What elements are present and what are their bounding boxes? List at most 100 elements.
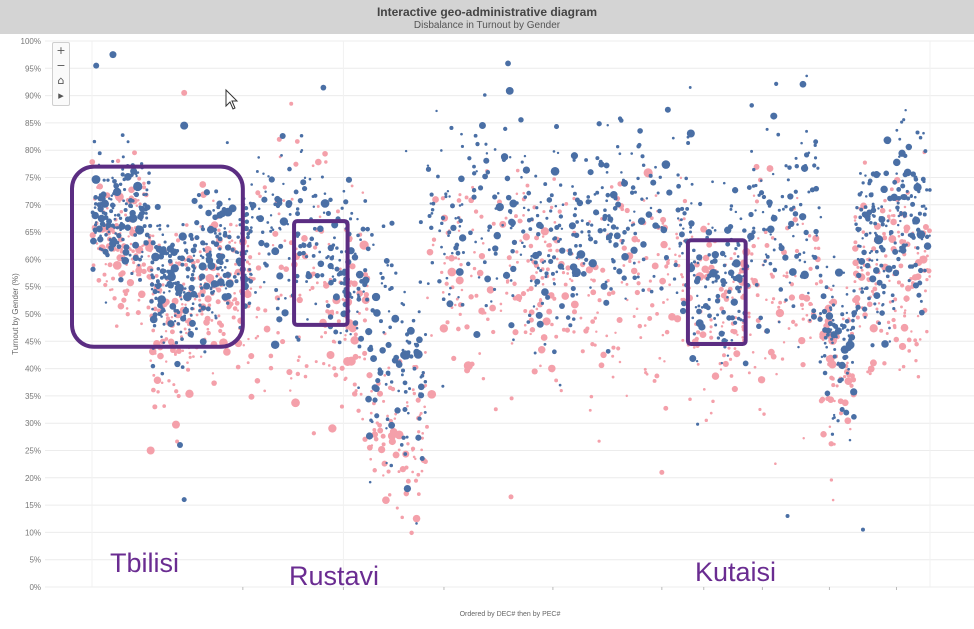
male-point: [893, 158, 901, 167]
female-point: [777, 305, 781, 309]
male-point: [455, 250, 461, 256]
male-point: [923, 242, 932, 250]
female-point: [204, 295, 212, 303]
female-point: [570, 279, 574, 283]
female-point: [459, 262, 463, 267]
female-point: [256, 334, 260, 338]
female-point: [643, 367, 647, 371]
male-point: [280, 153, 283, 157]
y-tick-label: 85%: [25, 119, 41, 128]
male-point: [102, 178, 106, 182]
male-point: [149, 315, 158, 324]
male-point: [861, 181, 865, 185]
male-point: [109, 198, 113, 201]
male-point: [216, 200, 223, 207]
male-point: [654, 165, 657, 169]
male-point: [522, 245, 526, 249]
male-point: [205, 256, 214, 265]
female-point: [89, 159, 96, 165]
male-point: [228, 204, 237, 213]
female-point: [413, 478, 419, 483]
male-point: [605, 199, 609, 203]
male-point: [372, 243, 375, 246]
female-point: [860, 268, 864, 272]
male-point: [739, 285, 742, 289]
zoom-out-button[interactable]: −: [56, 59, 66, 72]
male-point: [418, 392, 421, 395]
male-point: [711, 251, 719, 259]
female-point: [747, 311, 751, 315]
male-point: [759, 179, 763, 182]
male-point: [915, 246, 920, 250]
male-point: [325, 210, 332, 217]
female-point: [164, 337, 169, 341]
male-point: [183, 314, 187, 318]
male-point: [318, 227, 322, 230]
home-icon[interactable]: ⌂: [57, 74, 65, 87]
male-point: [673, 262, 678, 268]
male-point: [605, 237, 609, 241]
female-point: [741, 336, 745, 339]
male-point: [447, 230, 452, 235]
female-point: [535, 307, 539, 311]
male-point: [676, 183, 681, 189]
female-point: [540, 276, 545, 280]
female-point: [221, 331, 226, 337]
female-point: [731, 296, 734, 299]
male-point: [365, 328, 373, 336]
female-point: [841, 399, 849, 407]
female-point: [898, 263, 904, 269]
male-point: [681, 251, 684, 255]
male-point: [834, 327, 843, 335]
male-point: [707, 253, 711, 257]
female-point: [344, 334, 347, 337]
female-point: [210, 319, 214, 322]
male-point: [401, 435, 406, 440]
male-point: [838, 361, 846, 370]
male-point: [342, 268, 347, 274]
male-point: [214, 316, 218, 320]
male-point: [534, 284, 537, 287]
female-point: [157, 352, 164, 360]
male-point: [904, 109, 907, 112]
male-point: [218, 260, 224, 266]
male-point: [477, 276, 481, 279]
female-point: [752, 194, 756, 197]
male-point: [475, 170, 478, 173]
zoom-in-button[interactable]: +: [56, 44, 66, 57]
male-point: [672, 277, 677, 281]
male-point: [890, 293, 895, 298]
female-point: [893, 325, 897, 330]
female-point: [328, 424, 337, 433]
female-point: [625, 282, 629, 286]
female-point: [720, 325, 724, 328]
male-point: [874, 249, 879, 254]
male-point: [876, 310, 879, 314]
male-point: [839, 377, 844, 382]
scatter-chart[interactable]: 0%5%10%15%20%25%30%35%40%45%50%55%60%65%…: [0, 34, 974, 629]
male-point: [285, 199, 293, 207]
male-point: [440, 245, 443, 249]
male-point: [293, 189, 299, 195]
male-point: [221, 293, 229, 301]
female-point: [510, 342, 514, 345]
female-point: [893, 297, 898, 302]
female-point: [654, 194, 658, 197]
male-point: [192, 269, 196, 273]
male-point: [482, 173, 488, 180]
female-point: [479, 214, 484, 219]
male-point: [787, 225, 791, 230]
male-point: [870, 171, 877, 177]
female-point: [423, 459, 428, 465]
male-point: [722, 181, 726, 185]
male-point: [249, 202, 257, 209]
male-point: [441, 384, 445, 388]
male-point: [730, 298, 738, 306]
male-point: [823, 335, 828, 340]
play-icon[interactable]: ▸: [58, 89, 64, 102]
female-point: [925, 277, 929, 282]
male-point: [97, 151, 102, 156]
male-point: [102, 248, 109, 255]
male-point: [357, 344, 362, 349]
y-tick-label: 0%: [29, 583, 41, 592]
